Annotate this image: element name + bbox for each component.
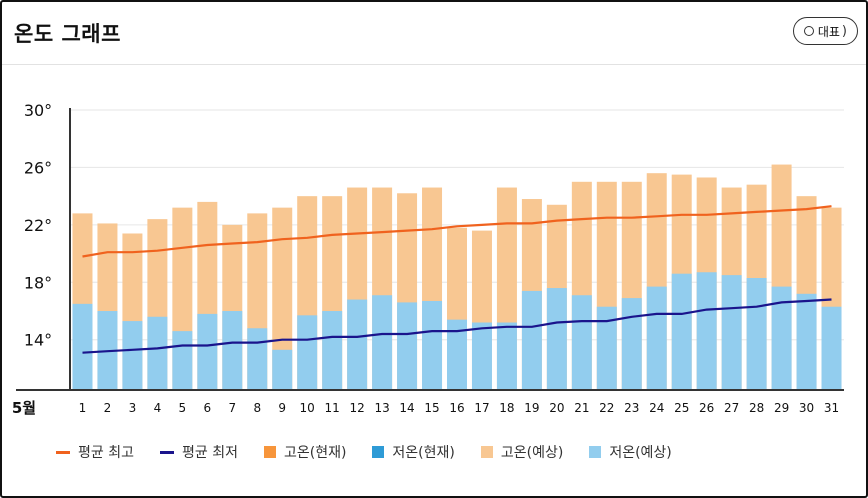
x-tick-label: 22: [599, 401, 614, 415]
low-forecast-bar: [397, 302, 418, 390]
y-tick-label: 14°: [24, 331, 52, 350]
x-tick-label: 16: [449, 401, 464, 415]
x-tick-label: 23: [624, 401, 639, 415]
card-header: 온도 그래프 대표 ): [2, 2, 866, 65]
low-forecast-bar: [72, 303, 93, 390]
legend-item: 평균 최저: [159, 442, 238, 462]
representative-button[interactable]: 대표 ): [792, 17, 858, 45]
month-label: 5월: [12, 399, 36, 417]
y-tick-label: 30°: [24, 101, 52, 120]
legend-label: 평균 최고: [78, 445, 134, 461]
x-tick-label: 6: [204, 401, 212, 415]
low-forecast-bar: [247, 328, 268, 390]
chart-legend: 평균 최고 평균 최저 고온(현재) 저온(현재) 고온(예상) 저온(예상): [56, 442, 672, 462]
x-tick-label: 4: [154, 401, 162, 415]
y-tick-label: 22°: [24, 216, 52, 235]
low-forecast-bar: [122, 321, 143, 390]
representative-button-label: 대표: [817, 24, 840, 39]
legend-item: 고온(예상): [480, 442, 564, 462]
x-tick-label: 7: [228, 401, 236, 415]
low-forecast-bar: [372, 295, 393, 390]
low-forecast-bar: [771, 286, 792, 390]
legend-swatch: [263, 446, 276, 458]
legend-swatch: [56, 450, 70, 454]
circle-icon: [803, 26, 814, 36]
low-forecast-bar: [272, 349, 293, 390]
low-forecast-bar: [422, 300, 443, 390]
x-tick-label: 30: [799, 401, 814, 415]
low-forecast-bar: [746, 278, 767, 390]
x-tick-label: 28: [749, 401, 764, 415]
x-tick-label: 5: [179, 401, 187, 415]
legend-item: 저온(예상): [589, 442, 672, 462]
low-forecast-bar: [222, 311, 243, 390]
low-forecast-bar: [297, 315, 318, 390]
x-tick-label: 27: [724, 401, 739, 415]
legend-swatch: [480, 446, 493, 458]
low-forecast-bar: [471, 322, 492, 390]
low-forecast-bar: [721, 275, 742, 390]
low-forecast-bar: [671, 273, 692, 390]
low-forecast-bar: [496, 322, 517, 390]
x-tick-label: 12: [349, 401, 364, 415]
legend-swatch: [372, 446, 385, 458]
legend-swatch: [159, 450, 174, 454]
low-forecast-bar: [596, 306, 617, 390]
x-tick-label: 25: [674, 401, 689, 415]
x-tick-label: 24: [649, 401, 664, 415]
low-forecast-bar: [322, 311, 343, 390]
y-tick-label: 18°: [24, 273, 52, 292]
x-tick-label: 21: [574, 401, 589, 415]
legend-item: 평균 최고: [56, 442, 134, 462]
temperature-chart: 14°18°22°26°30°5월 1 2 3 4 5 6 7 8 9 10 11 12 13 14 15 16…: [12, 101, 844, 417]
low-forecast-bar: [197, 313, 218, 390]
low-forecast-bar: [546, 288, 567, 390]
legend-swatch: [589, 446, 602, 458]
x-tick-label: 14: [399, 401, 414, 415]
x-tick-label: 19: [524, 401, 539, 415]
x-tick-label: 18: [499, 401, 514, 415]
x-tick-label: 1: [79, 401, 87, 415]
low-forecast-bar: [696, 272, 717, 390]
low-forecast-bar: [796, 293, 817, 390]
low-forecast-bar: [621, 298, 642, 390]
low-forecast-bar: [821, 306, 842, 390]
low-forecast-bar: [172, 331, 193, 390]
x-tick-label: 17: [474, 401, 489, 415]
avg-high-line: [82, 205, 832, 258]
legend-item: 고온(현재): [263, 442, 347, 462]
low-forecast-bar: [521, 290, 542, 390]
legend-label: 저온(예상): [609, 445, 672, 461]
x-tick-label: 9: [278, 401, 286, 415]
x-tick-label: 3: [129, 401, 137, 415]
x-tick-label: 11: [325, 401, 340, 415]
low-forecast-bar: [646, 286, 667, 390]
x-tick-label: 8: [253, 401, 261, 415]
legend-label: 고온(현재): [283, 445, 347, 461]
low-forecast-bar: [347, 299, 368, 390]
x-tick-label: 15: [424, 401, 439, 415]
x-tick-label: 29: [774, 401, 789, 415]
y-tick-label: 26°: [24, 158, 52, 177]
low-forecast-bar: [571, 295, 592, 390]
refresh-icon: ): [841, 23, 847, 39]
x-tick-label: 20: [549, 401, 564, 415]
x-tick-label: 31: [824, 401, 839, 415]
legend-label: 저온(현재): [392, 445, 455, 461]
legend-item: 저온(현재): [372, 442, 455, 462]
low-forecast-bar: [147, 316, 168, 390]
page-title: 온도 그래프: [14, 22, 121, 46]
legend-label: 고온(예상): [500, 445, 564, 461]
legend-label: 평균 최저: [181, 445, 238, 461]
avg-low-line: [82, 298, 832, 354]
x-tick-label: 10: [300, 401, 315, 415]
x-tick-label: 26: [699, 401, 714, 415]
high-forecast-bar: [272, 207, 293, 390]
low-forecast-bar: [447, 319, 467, 390]
x-tick-label: 13: [374, 401, 389, 415]
x-tick-label: 2: [104, 401, 112, 415]
